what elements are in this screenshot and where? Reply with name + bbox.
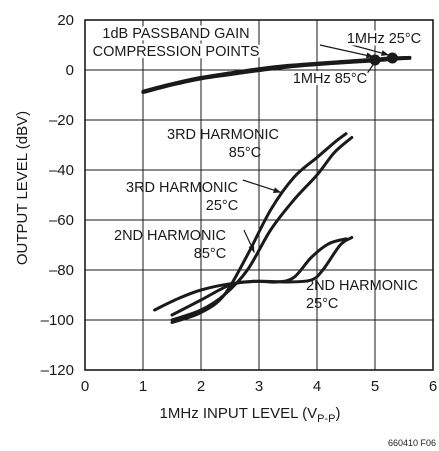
curves — [141, 55, 412, 324]
annotation-line: COMPRESSION POINTS — [93, 44, 260, 60]
y-tick-label: –60 — [49, 212, 74, 229]
annotation-line: 2ND HARMONIC — [306, 278, 418, 294]
y-tick-label: 0 — [66, 62, 74, 79]
x-tick-label: 2 — [197, 378, 205, 395]
annotation-h3-25: 3RD HARMONIC 25°C — [126, 180, 238, 214]
series-line-h3-25 — [170, 136, 354, 322]
x-tick-label: 0 — [81, 378, 89, 395]
annotation-line: 3RD HARMONIC — [126, 180, 238, 196]
x-axis-label-close: ) — [335, 405, 340, 422]
annotation-line: 25°C — [306, 296, 338, 312]
leader-line — [319, 44, 374, 58]
x-axis-label-main: 1MHz INPUT LEVEL (V — [160, 405, 318, 422]
x-tick-label: 1 — [139, 378, 147, 395]
annotation-mhz25: 1MHz 25°C — [347, 31, 421, 47]
y-tick-label: –80 — [49, 262, 74, 279]
y-tick-labels: 20 0 –20 –40 –60 –80 –100 –120 — [41, 12, 74, 379]
annotation-line: 2ND HARMONIC — [114, 228, 226, 244]
series-line-h2-25 — [153, 236, 354, 312]
annotation-h2-85: 2ND HARMONIC 85°C — [114, 228, 226, 262]
plot-frame — [84, 19, 434, 371]
x-axis-label-subscript: P-P — [317, 413, 335, 425]
leader-arrowhead — [380, 50, 389, 56]
x-tick-label: 5 — [371, 378, 379, 395]
x-axis-label: 1MHz INPUT LEVEL (VP-P) — [160, 405, 341, 425]
y-tick-label: –40 — [49, 162, 74, 179]
annotation-h3-85: 3RD HARMONIC 85°C — [167, 127, 279, 161]
y-tick-label: –100 — [41, 312, 74, 329]
leader-line — [365, 63, 375, 75]
series-line-h3-85 — [170, 132, 348, 324]
annotation-line: 1dB PASSBAND GAIN — [102, 26, 249, 42]
annotation-line: 1MHz 85°C — [293, 71, 367, 87]
marker-compression-point-85c — [369, 54, 381, 66]
x-tick-label: 4 — [313, 378, 321, 395]
x-tick-labels: 0 1 2 3 4 5 6 — [81, 378, 437, 395]
annotation-compression: 1dB PASSBAND GAIN COMPRESSION POINTS — [93, 26, 260, 60]
figure-id: 660410 F06 — [388, 438, 436, 448]
markers — [369, 52, 398, 66]
y-tick-label: 20 — [57, 12, 74, 29]
y-tick-label: –120 — [41, 362, 74, 379]
annotation-line: 1MHz 25°C — [347, 31, 421, 47]
annotation-leaders — [242, 43, 390, 253]
annotation-h2-25: 2ND HARMONIC 25°C — [306, 278, 418, 312]
annotation-line: 3RD HARMONIC — [167, 127, 279, 143]
x-tick-label: 3 — [255, 378, 263, 395]
y-tick-label: –20 — [49, 112, 74, 129]
annotation-mhz85: 1MHz 85°C — [293, 71, 367, 87]
annotation-line: 85°C — [194, 246, 226, 262]
marker-compression-point-25c — [386, 52, 398, 64]
annotation-line: 25°C — [206, 198, 238, 214]
x-tick-label: 6 — [429, 378, 437, 395]
annotation-line: 85°C — [229, 145, 261, 161]
leader-arrowhead — [273, 187, 282, 194]
series-line-fundamental-85 — [141, 56, 412, 95]
y-axis-label: OUTPUT LEVEL (dBV) — [14, 111, 31, 265]
leader-arrowhead — [248, 244, 255, 253]
annotations: 1dB PASSBAND GAIN COMPRESSION POINTS 1MHz … — [90, 24, 424, 313]
